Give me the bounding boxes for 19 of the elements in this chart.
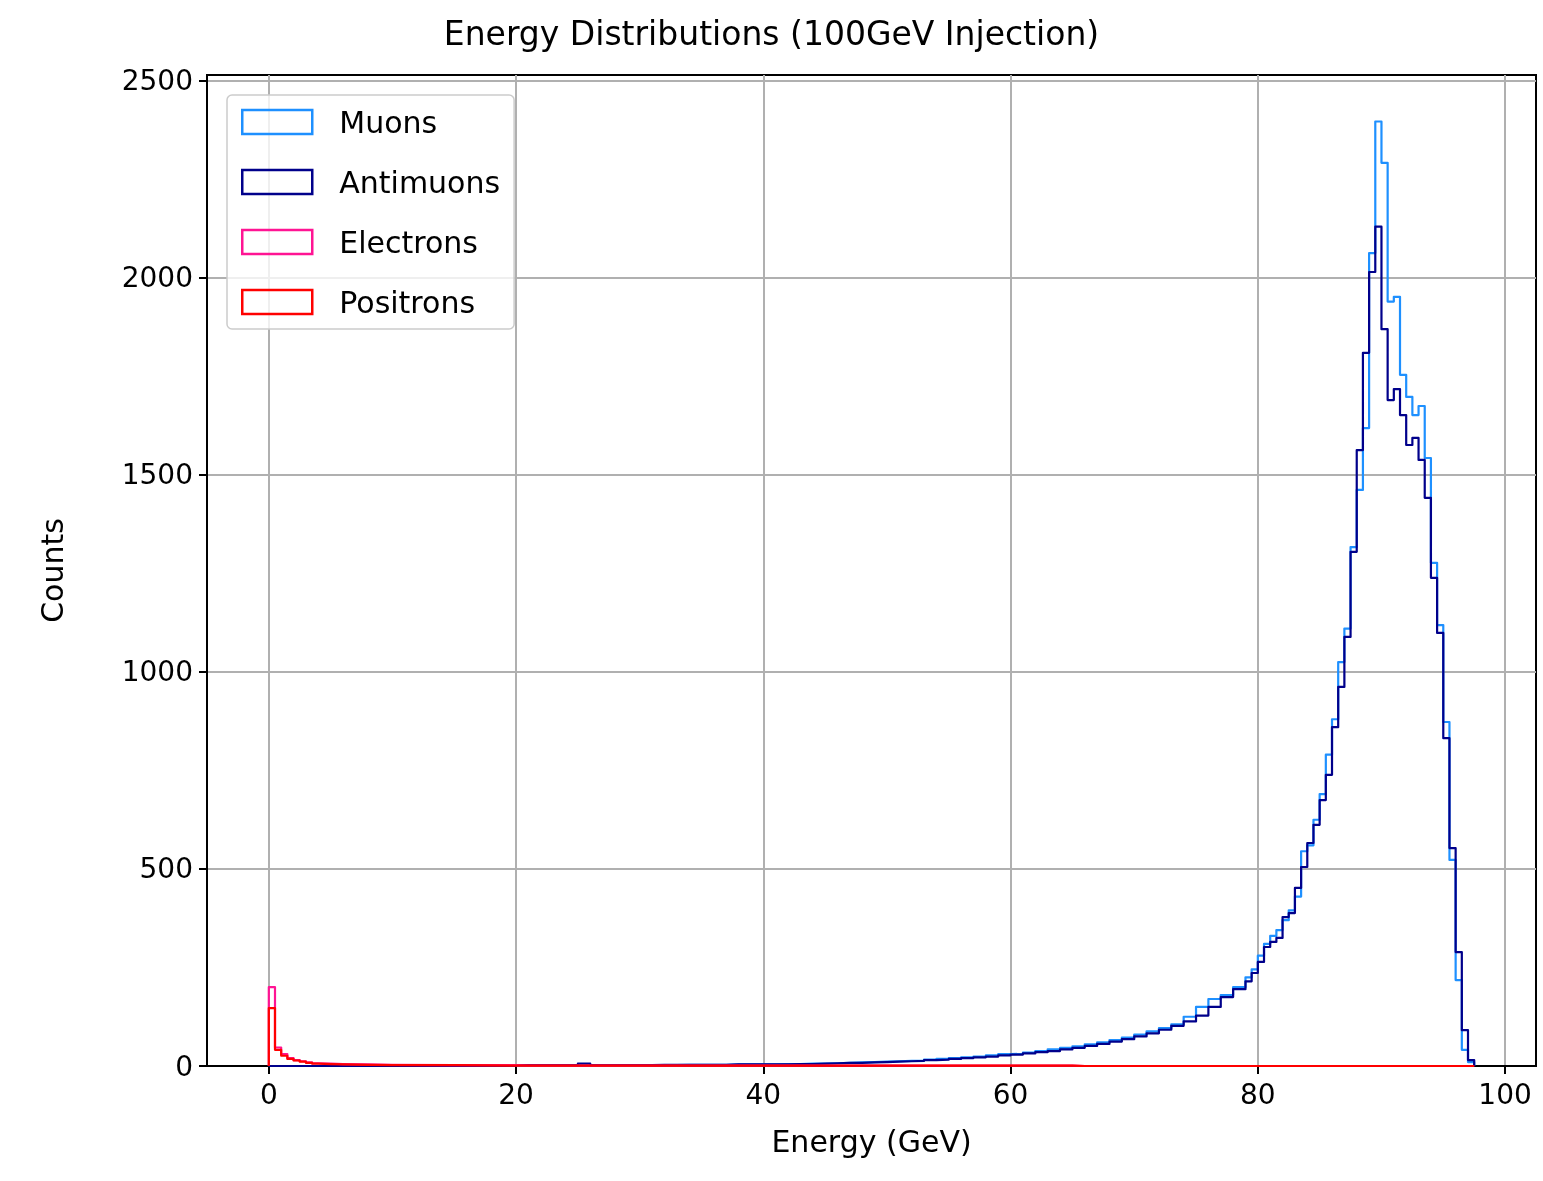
y-tick-label: 0 xyxy=(175,1049,193,1083)
x-tick-label: 20 xyxy=(498,1077,534,1111)
y-tick-label: 2000 xyxy=(121,261,193,295)
legend-label: Positrons xyxy=(339,284,476,320)
legend-label: Muons xyxy=(339,104,438,140)
y-tick-label: 1500 xyxy=(121,458,193,492)
x-tick-label: 80 xyxy=(1240,1077,1276,1111)
y-axis-title: Counts xyxy=(34,518,70,623)
x-tick-label: 60 xyxy=(992,1077,1029,1111)
x-tick-label: 100 xyxy=(1478,1077,1532,1111)
legend-label: Electrons xyxy=(339,224,478,260)
y-tick-label: 2500 xyxy=(121,64,193,98)
y-tick-label: 500 xyxy=(139,852,193,886)
chart-title: Energy Distributions (100GeV Injection) xyxy=(443,14,1100,53)
x-tick-label: 40 xyxy=(745,1077,782,1111)
x-tick-label: 0 xyxy=(259,1077,278,1111)
y-tick-label: 1000 xyxy=(121,655,193,689)
x-axis-title: Energy (GeV) xyxy=(771,1123,972,1159)
legend-label: Antimuons xyxy=(339,164,501,200)
